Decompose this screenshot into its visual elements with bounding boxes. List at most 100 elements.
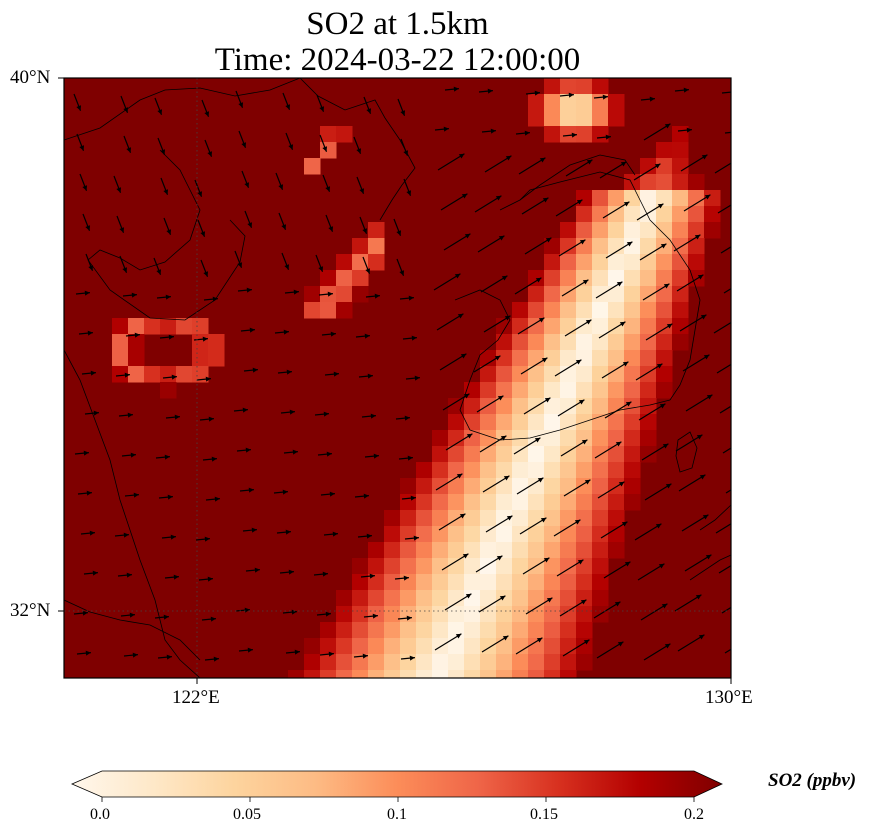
so2-cell xyxy=(512,366,529,383)
wind-vector xyxy=(114,532,129,538)
wind-vector xyxy=(595,281,623,299)
so2-cell xyxy=(640,158,657,175)
so2-cell xyxy=(352,286,369,303)
so2-cell xyxy=(448,478,465,495)
wind-vector xyxy=(319,651,334,657)
so2-cell xyxy=(608,414,625,431)
wind-vector xyxy=(400,138,409,156)
so2-cell xyxy=(432,574,449,591)
so2-cell xyxy=(544,574,561,591)
so2-cell xyxy=(624,414,641,431)
so2-cell xyxy=(608,222,625,239)
wind-vector xyxy=(521,197,549,215)
wind-vector xyxy=(273,489,288,495)
so2-cell xyxy=(560,558,577,575)
so2-cell xyxy=(656,142,673,159)
so2-cell xyxy=(528,286,545,303)
so2-cell xyxy=(400,542,417,559)
so2-cell xyxy=(704,190,721,207)
so2-cell xyxy=(304,286,321,303)
so2-cell xyxy=(704,206,721,223)
wind-vector xyxy=(361,413,376,419)
so2-cell xyxy=(336,654,353,671)
so2-cell xyxy=(480,510,497,527)
so2-cell xyxy=(640,254,657,271)
wind-vector xyxy=(365,293,380,299)
so2-cell xyxy=(384,590,401,607)
so2-cell xyxy=(528,574,545,591)
so2-cell xyxy=(576,462,593,479)
so2-cell xyxy=(544,558,561,575)
coastline-korea-islands xyxy=(454,289,671,441)
wind-vector xyxy=(563,479,591,497)
wind-vector xyxy=(73,610,88,616)
wind-vector xyxy=(356,176,365,194)
wind-vector xyxy=(201,99,210,117)
wind-vector xyxy=(274,329,289,335)
wind-vector xyxy=(85,253,94,271)
so2-cell xyxy=(576,334,593,351)
so2-cell xyxy=(432,622,449,639)
so2-cell xyxy=(336,670,353,678)
wind-vector xyxy=(562,132,577,138)
so2-cell xyxy=(512,446,529,463)
wind-vector xyxy=(118,412,133,418)
so2-cell xyxy=(176,366,193,383)
so2-cell xyxy=(352,606,369,623)
wind-vector xyxy=(238,647,253,653)
so2-cell xyxy=(608,494,625,511)
wind-vector xyxy=(353,136,362,154)
so2-cell xyxy=(544,430,561,447)
so2-cell xyxy=(544,110,561,127)
so2-cell xyxy=(432,558,449,575)
so2-cell xyxy=(512,638,529,655)
wind-vector xyxy=(674,594,702,612)
so2-cell xyxy=(432,462,449,479)
wind-vector xyxy=(485,515,513,533)
so2-cell xyxy=(336,606,353,623)
wind-vector xyxy=(678,474,706,492)
so2-cell xyxy=(304,638,321,655)
so2-cell xyxy=(192,366,209,383)
wind-vector xyxy=(685,394,713,412)
wind-vector xyxy=(120,95,129,113)
so2-cell xyxy=(416,494,433,511)
so2-cell xyxy=(432,430,449,447)
wind-vector xyxy=(519,517,547,535)
wind-vector xyxy=(79,173,88,191)
wind-vector xyxy=(113,175,122,193)
so2-cell xyxy=(688,174,705,191)
so2-cell xyxy=(640,222,657,239)
wind-vector xyxy=(593,601,621,619)
wind-vector xyxy=(164,574,179,580)
so2-cell xyxy=(416,638,433,655)
so2-cell xyxy=(496,446,513,463)
so2-cell xyxy=(592,478,609,495)
so2-cell xyxy=(368,542,385,559)
so2-cell xyxy=(656,190,673,207)
wind-vector xyxy=(74,450,89,456)
so2-cell xyxy=(432,606,449,623)
wind-vector xyxy=(116,215,125,233)
so2-cell xyxy=(480,542,497,559)
wind-vector xyxy=(439,353,467,371)
so2-cell xyxy=(112,366,129,383)
wind-vector xyxy=(155,454,170,460)
so2-cell xyxy=(560,574,577,591)
so2-cell xyxy=(384,670,401,678)
so2-cell xyxy=(416,542,433,559)
so2-cell xyxy=(400,606,417,623)
so2-cell xyxy=(576,654,593,671)
so2-cell xyxy=(144,318,161,335)
wind-vector xyxy=(635,363,663,381)
wind-vector xyxy=(596,641,624,659)
so2-cell xyxy=(368,558,385,575)
so2-cell xyxy=(608,526,625,543)
so2-cell xyxy=(640,334,657,351)
wind-vector xyxy=(723,288,731,294)
so2-cell xyxy=(672,302,689,319)
so2-cell xyxy=(384,542,401,559)
colorbar xyxy=(70,770,723,802)
so2-cell xyxy=(576,350,593,367)
wind-vector xyxy=(121,452,136,458)
